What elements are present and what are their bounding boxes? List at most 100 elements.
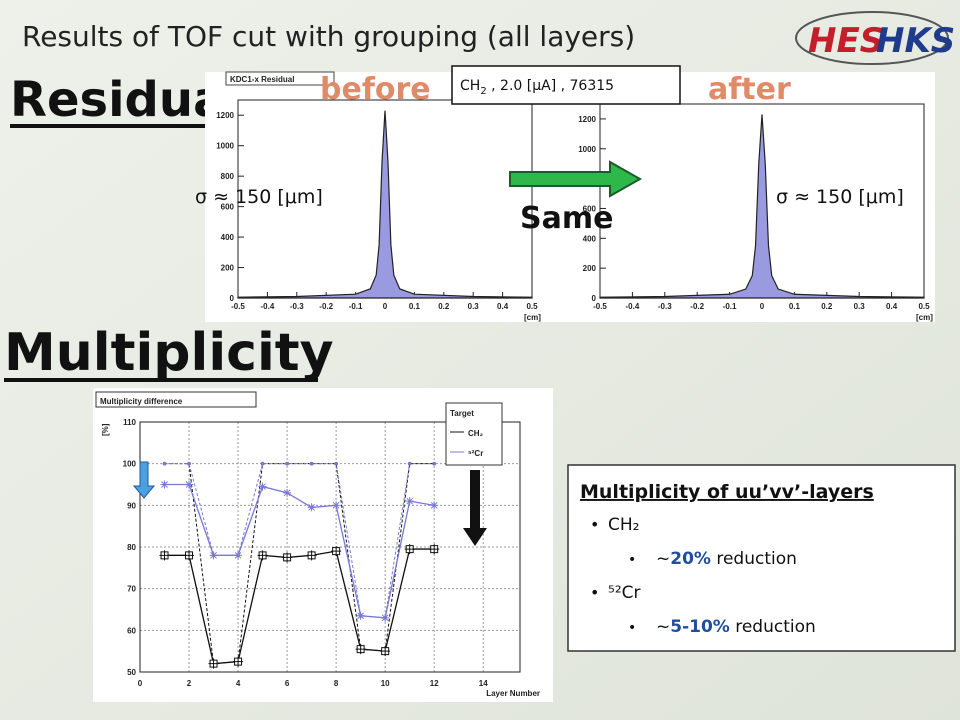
mult-title: Multiplicity difference — [100, 397, 183, 406]
point — [307, 503, 316, 512]
point — [185, 480, 194, 489]
logo-hes: HES — [808, 21, 884, 61]
legend-box — [445, 402, 503, 466]
x-tick-label: -0.5 — [593, 302, 607, 311]
x-tick-label: 12 — [430, 679, 439, 688]
point — [208, 658, 219, 669]
bullet: • — [628, 620, 636, 636]
point — [331, 546, 342, 557]
logo-hks: HKS — [876, 21, 955, 61]
before-point — [334, 461, 338, 466]
legend-title: Target — [450, 409, 474, 418]
y-tick-label: 800 — [221, 172, 235, 181]
condition: CH2 , 2.0 [μA] , 76315 — [460, 78, 614, 97]
detail-prefix: ~ — [656, 549, 670, 569]
point — [430, 501, 439, 510]
detail-suffix: reduction — [711, 549, 797, 569]
y-tick-label: 200 — [221, 264, 235, 273]
x-tick-label: -0.4 — [626, 302, 640, 311]
condition-sub: 2 — [480, 86, 486, 97]
x-tick-label: 10 — [381, 679, 390, 688]
multiplicity-heading: Multiplicity — [4, 323, 334, 383]
point — [209, 551, 218, 560]
before-line — [164, 463, 435, 619]
x-tick-label: -0.4 — [261, 302, 275, 311]
before-point — [309, 461, 314, 466]
point — [258, 482, 267, 491]
x-tick-label: 0 — [138, 679, 143, 688]
note-item: CH₂ — [608, 515, 639, 535]
point — [233, 656, 244, 667]
point — [356, 611, 365, 620]
bullet: • — [590, 515, 599, 534]
y-axis-label: [%] — [101, 423, 110, 436]
x-tick-label: 0.2 — [438, 302, 450, 311]
arrow-label: Same — [520, 201, 613, 236]
y-tick-label: 100 — [123, 460, 137, 469]
y-tick-label: 1200 — [216, 111, 234, 120]
hist-title-box — [225, 71, 335, 86]
x-tick-label: 0.2 — [821, 302, 833, 311]
before-label: before — [320, 72, 431, 107]
x-tick-label: 14 — [479, 679, 488, 688]
before-point — [432, 461, 436, 466]
point — [283, 488, 292, 497]
logo-ring — [795, 11, 949, 65]
x-axis-label: [cm] — [524, 313, 541, 322]
x-tick-label: -0.3 — [658, 302, 672, 311]
detail-prefix: ~ — [656, 617, 670, 637]
x-tick-label: 6 — [285, 679, 290, 688]
y-tick-label: 600 — [221, 203, 235, 212]
series-line — [164, 483, 435, 619]
point — [380, 646, 391, 657]
y-tick-label: 70 — [127, 585, 136, 594]
x-axis-label: Layer Number — [486, 689, 540, 698]
x-tick-label: 0 — [383, 302, 388, 311]
point — [306, 550, 317, 561]
after-label: after — [708, 72, 791, 107]
residual-heading: Residual — [10, 72, 242, 128]
x-tick-label: 0.4 — [886, 302, 898, 311]
logo: HES HKS — [795, 11, 955, 65]
hist-area — [599, 114, 925, 299]
x-tick-label: 0.5 — [526, 302, 538, 311]
point — [405, 497, 414, 506]
before-point — [162, 461, 167, 466]
point — [404, 544, 415, 555]
x-axis-label: [cm] — [916, 313, 933, 322]
underline — [4, 378, 318, 382]
y-tick-label: 1200 — [578, 115, 596, 124]
sigma-after: σ ≈ 150 [μm] — [776, 186, 904, 208]
before-point — [407, 461, 412, 466]
series-line — [164, 548, 435, 665]
before-point — [285, 461, 289, 466]
y-tick-label: 1000 — [578, 145, 596, 154]
x-tick-label: -0.2 — [690, 302, 704, 311]
x-tick-label: 0.4 — [497, 302, 509, 311]
y-tick-label: 50 — [127, 668, 136, 677]
x-tick-label: -0.1 — [349, 302, 363, 311]
point — [429, 544, 440, 555]
hist-title: KDC1-x Residual — [230, 75, 294, 84]
x-tick-label: 0.3 — [468, 302, 480, 311]
note-detail: ~20% reduction — [656, 549, 797, 569]
x-tick-label: 0.3 — [854, 302, 866, 311]
condition-box — [451, 65, 681, 105]
point — [257, 550, 268, 561]
x-tick-label: 0.1 — [789, 302, 801, 311]
mult-title-box — [95, 391, 257, 408]
x-tick-label: 0.1 — [409, 302, 421, 311]
x-tick-label: 0.5 — [918, 302, 930, 311]
plot-frame — [139, 421, 521, 673]
detail-amount: 20% — [670, 549, 711, 569]
point — [381, 613, 390, 622]
y-tick-label: 400 — [221, 233, 235, 242]
detail-amount: 5-10% — [670, 617, 730, 637]
blue-arrow — [132, 461, 156, 499]
x-tick-label: 2 — [187, 679, 192, 688]
before-point — [187, 461, 191, 466]
slide-title: Results of TOF cut with grouping (all la… — [22, 20, 635, 53]
point — [184, 550, 195, 561]
x-tick-label: -0.5 — [231, 302, 245, 311]
y-tick-label: 90 — [127, 501, 136, 510]
